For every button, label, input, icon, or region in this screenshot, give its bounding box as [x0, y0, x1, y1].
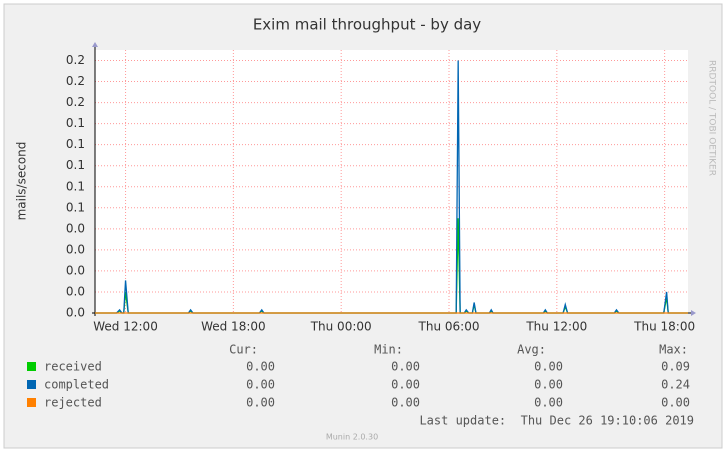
- legend-value: 0.00: [246, 360, 275, 374]
- legend-swatch: [27, 380, 36, 389]
- x-tick-label: Wed 18:00: [201, 320, 266, 334]
- y-tick-label: 0.1: [66, 158, 85, 172]
- legend-value: 0.00: [246, 396, 275, 410]
- legend-header: Max:: [659, 343, 688, 357]
- x-tick-label: Thu 00:00: [310, 320, 372, 334]
- legend-value: 0.00: [246, 378, 275, 392]
- y-tick-label: 0.0: [66, 306, 85, 320]
- y-axis-label: mails/second: [15, 142, 29, 221]
- legend-label: rejected: [44, 396, 102, 410]
- y-tick-label: 0.1: [66, 200, 85, 214]
- legend-value: 0.00: [391, 396, 420, 410]
- legend-value: 0.00: [391, 378, 420, 392]
- legend-header: Min:: [374, 343, 403, 357]
- x-tick-label: Thu 18:00: [633, 320, 695, 334]
- y-tick-label: 0.2: [66, 53, 85, 67]
- y-tick-label: 0.1: [66, 179, 85, 193]
- legend-header: Avg:: [517, 343, 546, 357]
- x-tick-label: Wed 12:00: [93, 320, 158, 334]
- plot-area: [95, 50, 688, 313]
- y-tick-label: 0.2: [66, 95, 85, 109]
- axis-arrow: [691, 310, 696, 316]
- y-tick-label: 0.2: [66, 74, 85, 88]
- side-label: RRDTOOL / TOBI OETIKER: [707, 60, 717, 176]
- y-tick-label: 0.0: [66, 242, 85, 256]
- legend-header: Cur:: [229, 343, 258, 357]
- footer: Munin 2.0.30: [326, 433, 378, 442]
- legend-swatch: [27, 398, 36, 407]
- axis-arrow: [92, 42, 98, 47]
- legend-value: 0.24: [661, 378, 690, 392]
- legend-value: 0.00: [534, 360, 563, 374]
- legend-value: 0.09: [661, 360, 690, 374]
- legend-value: 0.00: [534, 396, 563, 410]
- y-tick-label: 0.0: [66, 263, 85, 277]
- y-tick-label: 0.0: [66, 284, 85, 298]
- legend-value: 0.00: [391, 360, 420, 374]
- x-tick-label: Thu 06:00: [418, 320, 480, 334]
- y-tick-label: 0.1: [66, 116, 85, 130]
- y-tick-label: 0.1: [66, 137, 85, 151]
- chart-title: Exim mail throughput - by day: [253, 16, 481, 34]
- legend-label: completed: [44, 378, 109, 392]
- last-update: Last update: Thu Dec 26 19:10:06 2019: [419, 414, 694, 428]
- legend-swatch: [27, 362, 36, 371]
- legend-value: 0.00: [661, 396, 690, 410]
- x-tick-label: Thu 12:00: [525, 320, 587, 334]
- legend-value: 0.00: [534, 378, 563, 392]
- y-tick-label: 0.0: [66, 221, 85, 235]
- legend-label: received: [44, 360, 102, 374]
